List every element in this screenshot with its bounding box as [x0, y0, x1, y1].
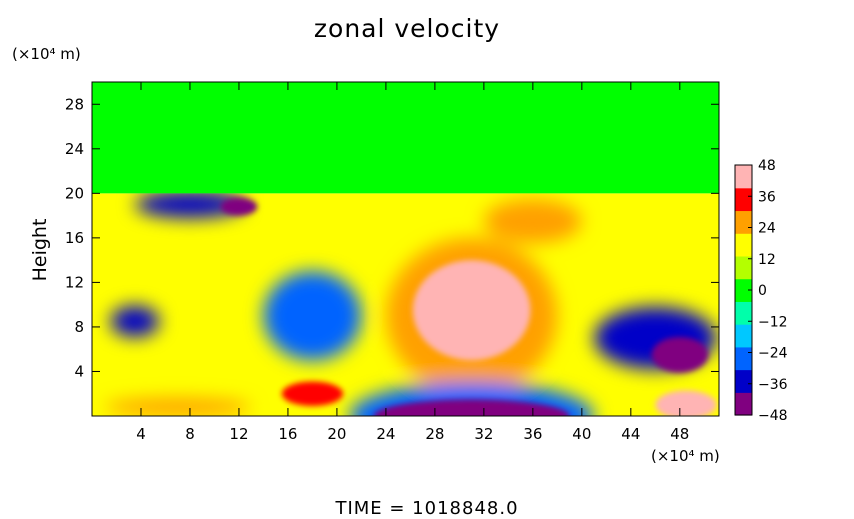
y-tick-label: 12	[65, 273, 84, 291]
colorbar-tick-label: 48	[758, 158, 776, 174]
x-tick-label: 48	[670, 425, 689, 443]
colorbar-tick-label: 12	[758, 252, 776, 268]
colorbar-band	[735, 165, 752, 189]
colorbar-band	[735, 278, 752, 302]
x-tick-label: 4	[136, 425, 146, 443]
colorbar-tick-label: −36	[758, 377, 788, 393]
heatmap-feature-12	[104, 398, 252, 416]
colorbar-band	[735, 301, 752, 325]
x-tick-label: 8	[185, 425, 195, 443]
y-tick-label: 20	[65, 184, 84, 202]
y-tick-label: 4	[74, 362, 84, 380]
x-tick-label: 40	[572, 425, 591, 443]
colorbar-band	[735, 233, 752, 257]
heatmap-upper-layer	[92, 82, 719, 194]
chart-title: zonal velocity	[313, 14, 501, 43]
x-tick-label: 12	[229, 425, 248, 443]
heatmap-feature-4	[651, 336, 708, 373]
x-tick-label: 28	[425, 425, 444, 443]
heatmap-feature-9	[263, 271, 362, 361]
heatmap-feature-0	[412, 260, 531, 361]
colorbar-tick-label: −24	[758, 346, 788, 362]
y-tick-label: 28	[65, 95, 84, 113]
x-tick-label: 32	[474, 425, 493, 443]
plot-frame	[91, 81, 720, 417]
heatmap-feature-10	[281, 381, 344, 406]
x-tick-label: 24	[376, 425, 395, 443]
y-axis: 4 8 12 16 20 24 28	[65, 95, 719, 380]
colorbar-band	[735, 187, 752, 212]
colorbar-band	[735, 392, 752, 416]
y-tick-label: 24	[65, 140, 84, 158]
heatmap-feature-6	[134, 191, 246, 218]
x-axis: 4 8 12 16 20 24 28 32 36 40 44 48	[136, 82, 689, 443]
colorbar-band	[735, 210, 752, 234]
colorbar-band	[735, 255, 752, 280]
heatmap-feature-11	[655, 390, 717, 416]
heatmap-feature-13	[483, 198, 582, 244]
y-axis-unit: (×10⁴ m)	[12, 45, 81, 63]
colorbar-tick-label: 36	[758, 189, 776, 205]
colorbar-band	[735, 346, 752, 371]
colorbar: 48 36 24 12 0 −12 −24 −36 −48	[734, 158, 788, 424]
colorbar-band	[735, 324, 752, 348]
y-tick-label: 16	[65, 229, 84, 247]
x-tick-label: 20	[327, 425, 346, 443]
x-tick-label: 36	[523, 425, 542, 443]
heatmap-feature-2	[373, 399, 570, 416]
colorbar-tick-label: 24	[758, 221, 776, 237]
time-readout: TIME = 1018848.0	[335, 498, 519, 519]
colorbar-tick-label: −12	[758, 314, 788, 330]
colorbar-band	[735, 369, 752, 393]
colorbar-tick-label: 0	[758, 283, 767, 299]
x-axis-unit: (×10⁴ m)	[651, 447, 720, 465]
heatmap-area	[92, 82, 719, 416]
heatmap-feature-7	[220, 197, 258, 216]
colorbar-tick-label: −48	[758, 408, 788, 424]
y-tick-label: 8	[74, 318, 84, 336]
x-tick-label: 16	[278, 425, 297, 443]
heatmap-feature-8	[110, 305, 160, 337]
x-tick-label: 44	[621, 425, 640, 443]
